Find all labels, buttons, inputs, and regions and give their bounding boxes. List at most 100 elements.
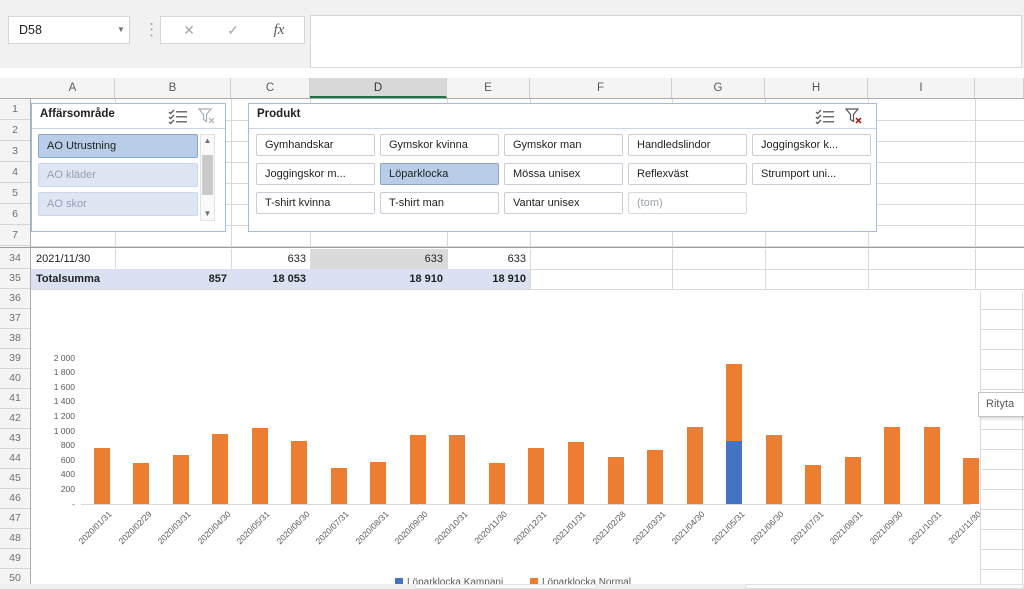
column-header-E[interactable]: E <box>447 78 530 98</box>
slicer-item-ao-utrustning[interactable]: AO Utrustning <box>38 134 198 158</box>
row-header-42[interactable]: 42 <box>0 409 30 429</box>
chart-bar-kampanj[interactable] <box>726 441 743 504</box>
clear-filter-icon[interactable] <box>844 108 863 130</box>
chart-bar-normal[interactable] <box>923 426 940 504</box>
enter-icon[interactable]: ✓ <box>227 22 239 38</box>
column-header-F[interactable]: F <box>530 78 672 98</box>
chart-bar-normal[interactable] <box>765 435 782 504</box>
slicer-item-t-shirt-man[interactable]: T-shirt man <box>380 192 499 214</box>
slicer-item-m-ssa-unisex[interactable]: Mössa unisex <box>504 163 623 185</box>
row-header-1[interactable]: 1 <box>0 99 30 120</box>
row-header-40[interactable]: 40 <box>0 369 30 389</box>
name-box[interactable]: D58 <box>8 16 130 44</box>
slicer-item-l-parklocka[interactable]: Löparklocka <box>380 163 499 185</box>
cell-E34[interactable]: 633 <box>507 253 526 265</box>
scrollbar-thumb[interactable] <box>415 584 597 589</box>
slicer-scrollbar[interactable]: ▲ ▼ <box>200 134 215 221</box>
slicer-item-reflexv-st[interactable]: Reflexväst <box>628 163 747 185</box>
row-header-2[interactable]: 2 <box>0 120 30 141</box>
cell-D35[interactable]: 18 910 <box>409 273 443 285</box>
multi-select-icon[interactable] <box>168 109 188 129</box>
row-header-43[interactable]: 43 <box>0 429 30 449</box>
column-header-G[interactable]: G <box>672 78 765 98</box>
chart-bar-normal[interactable] <box>172 455 189 504</box>
row-header-37[interactable]: 37 <box>0 309 30 329</box>
row-header-49[interactable]: 49 <box>0 549 30 569</box>
row-header-6[interactable]: 6 <box>0 204 30 225</box>
chart-bar-normal[interactable] <box>93 447 110 504</box>
chart-bar-normal[interactable] <box>607 456 624 504</box>
chart-bar-normal[interactable] <box>409 434 426 504</box>
row-header-41[interactable]: 41 <box>0 389 30 409</box>
chart-bar-normal[interactable] <box>330 468 347 504</box>
cell-E35[interactable]: 18 910 <box>492 273 526 285</box>
chart-bar-normal[interactable] <box>844 456 861 504</box>
row-header-3[interactable]: 3 <box>0 141 30 162</box>
chart-bar-normal[interactable] <box>805 464 822 504</box>
chart-bar-normal[interactable] <box>647 449 664 504</box>
clear-filter-icon[interactable] <box>197 108 216 130</box>
scroll-down-icon[interactable]: ▼ <box>203 209 212 218</box>
row-header-38[interactable]: 38 <box>0 329 30 349</box>
slicer-produkt[interactable]: Produkt Gymhandskar Gymskor kvinna Gymskor… <box>248 103 877 232</box>
row-header-5[interactable]: 5 <box>0 183 30 204</box>
slicer-item-ao-kl-der[interactable]: AO kläder <box>38 163 198 187</box>
chart-bar-normal[interactable] <box>567 441 584 504</box>
slicer-item-strumport-uni-[interactable]: Strumport uni... <box>752 163 871 185</box>
cell-D34[interactable]: 633 <box>310 249 447 269</box>
chart-bar-normal[interactable] <box>726 364 743 442</box>
row-header-48[interactable]: 48 <box>0 529 30 549</box>
cell-A35[interactable]: Totalsumma <box>36 273 100 285</box>
slicer-item-gymhandskar[interactable]: Gymhandskar <box>256 134 375 156</box>
chart-bar-normal[interactable] <box>963 457 980 504</box>
cell-B35[interactable]: 857 <box>208 273 227 285</box>
column-header-I[interactable]: I <box>868 78 975 98</box>
scrollbar-thumb[interactable] <box>745 584 1024 589</box>
scroll-thumb[interactable] <box>202 155 213 195</box>
slicer-affarsomrade[interactable]: Affärsområde AO Utrustning AO kläder AO sk… <box>31 103 226 232</box>
slicer-item-vantar-unisex[interactable]: Vantar unisex <box>504 192 623 214</box>
row-header-45[interactable]: 45 <box>0 469 30 489</box>
column-header-C[interactable]: C <box>231 78 310 98</box>
multi-select-icon[interactable] <box>815 109 835 129</box>
chart-bar-normal[interactable] <box>528 448 545 504</box>
column-header-A[interactable]: A <box>31 78 115 98</box>
row-header-4[interactable]: 4 <box>0 162 30 183</box>
slicer-item-gymskor-kvinna[interactable]: Gymskor kvinna <box>380 134 499 156</box>
chart-bar-normal[interactable] <box>133 462 150 504</box>
column-header-H[interactable]: H <box>765 78 868 98</box>
insert-function-icon[interactable]: fx <box>273 22 285 38</box>
column-header-partial[interactable] <box>975 78 1024 98</box>
cell-A34[interactable]: 2021/11/30 <box>36 253 91 265</box>
chart-bar-normal[interactable] <box>212 434 229 504</box>
name-box-dropdown-icon[interactable]: ▼ <box>117 25 125 34</box>
slicer-item-handledslindor[interactable]: Handledslindor <box>628 134 747 156</box>
slicer-item--tom-[interactable]: (tom) <box>628 192 747 214</box>
row-header-47[interactable]: 47 <box>0 509 30 529</box>
column-header-B[interactable]: B <box>115 78 231 98</box>
chart-bar-normal[interactable] <box>488 463 505 504</box>
chart-bar-normal[interactable] <box>251 428 268 504</box>
row-header-44[interactable]: 44 <box>0 449 30 469</box>
row-header-46[interactable]: 46 <box>0 489 30 509</box>
pivot-chart[interactable]: 2 000 1 800 1 600 1 400 1 200 1 000 800 600 400 2… <box>31 291 980 589</box>
scroll-up-icon[interactable]: ▲ <box>203 136 212 145</box>
chart-bar-normal[interactable] <box>291 440 308 504</box>
slicer-item-gymskor-man[interactable]: Gymskor man <box>504 134 623 156</box>
chart-bar-normal[interactable] <box>370 462 387 504</box>
slicer-item-ao-skor[interactable]: AO skor <box>38 192 198 216</box>
cell-C35[interactable]: 18 053 <box>272 273 306 285</box>
slicer-item-joggingskor-k-[interactable]: Joggingskor k... <box>752 134 871 156</box>
row-header-35[interactable]: 35 <box>0 269 30 289</box>
chart-bar-normal[interactable] <box>884 426 901 504</box>
column-header-D[interactable]: D <box>310 78 447 98</box>
cancel-icon[interactable]: ✕ <box>183 22 195 38</box>
row-header-7[interactable]: 7 <box>0 225 30 246</box>
row-header-34[interactable]: 34 <box>0 249 30 269</box>
row-header-39[interactable]: 39 <box>0 349 30 369</box>
row-header-36[interactable]: 36 <box>0 289 30 309</box>
slicer-item-t-shirt-kvinna[interactable]: T-shirt kvinna <box>256 192 375 214</box>
cell-C34[interactable]: 633 <box>287 253 306 265</box>
chart-bar-normal[interactable] <box>686 427 703 504</box>
slicer-item-joggingskor-m-[interactable]: Joggingskor m... <box>256 163 375 185</box>
